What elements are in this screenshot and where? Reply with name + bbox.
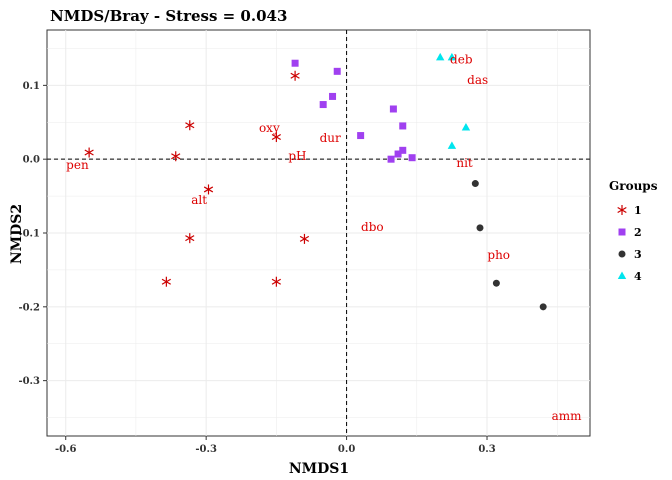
y-axis: -0.3 -0.2 -0.1 0.0 0.1 [18,81,47,387]
point-group-2 [387,155,395,163]
point-group-2 [357,132,365,140]
legend-key-4 [617,271,627,279]
y-tick-label: -0.1 [18,229,40,240]
env-label-dbo: dbo [361,220,384,234]
legend-key-3 [618,250,626,258]
env-label-alt: alt [191,193,207,207]
point-group-1 [271,132,282,143]
point-group-1 [290,70,300,81]
env-label-oxy: oxy [259,121,280,135]
point-group-2 [389,105,397,113]
y-tick-label: -0.3 [18,376,40,387]
legend-label-1: 1 [634,204,642,217]
env-label-deb: deb [450,53,473,67]
legend-label-2: 2 [634,226,642,239]
point-group-1 [84,147,94,158]
y-axis-title: NMDS2 [9,204,25,264]
x-axis: -0.6 -0.3 0.0 0.3 [55,436,496,455]
point-group-3 [471,180,479,188]
legend: Groups 1 2 3 4 [609,179,658,283]
env-label-pho: pho [487,248,510,262]
point-group-1 [271,276,282,287]
reference-lines [47,30,590,436]
point-group-1 [185,233,195,244]
env-label-amm: amm [552,409,583,423]
point-group-2 [319,101,327,109]
point-group-2 [394,150,402,158]
env-label-pH: pH [288,149,306,163]
data-points [84,52,547,311]
legend-label-3: 3 [634,248,642,261]
grid-lines [47,30,590,436]
point-group-3 [539,303,547,311]
env-label-das: das [467,73,488,87]
x-tick-label: -0.3 [195,444,217,455]
point-group-2 [329,92,337,100]
x-tick-label: -0.6 [55,444,77,455]
point-group-2 [291,59,299,67]
point-group-4 [447,52,457,61]
point-group-2 [333,67,341,75]
point-group-4 [461,122,471,131]
x-axis-title: NMDS1 [289,461,349,477]
legend-key-2 [618,228,626,236]
point-group-1 [203,184,214,195]
legend-key-1 [617,205,627,215]
point-group-4 [447,141,457,149]
point-group-1 [185,120,195,131]
x-tick-label: 0.0 [338,444,355,455]
chart-title: NMDS/Bray - Stress = 0.043 [50,7,287,25]
point-group-2 [399,122,407,130]
point-group-3 [476,224,484,232]
env-label-nit: nit [456,156,473,170]
point-group-4 [436,52,445,61]
point-group-1 [299,233,310,244]
legend-label-4: 4 [634,270,642,283]
point-group-2 [399,146,407,154]
point-group-1 [171,151,181,162]
point-group-1 [161,276,171,287]
x-tick-label: 0.3 [478,444,495,455]
y-tick-label: -0.2 [18,302,40,313]
y-tick-label: 0.0 [23,155,40,166]
env-label-pen: pen [66,158,89,172]
point-group-2 [408,154,416,162]
y-tick-label: 0.1 [23,81,40,92]
legend-title: Groups [609,179,658,193]
point-group-3 [492,279,500,287]
env-label-dur: dur [320,131,341,145]
